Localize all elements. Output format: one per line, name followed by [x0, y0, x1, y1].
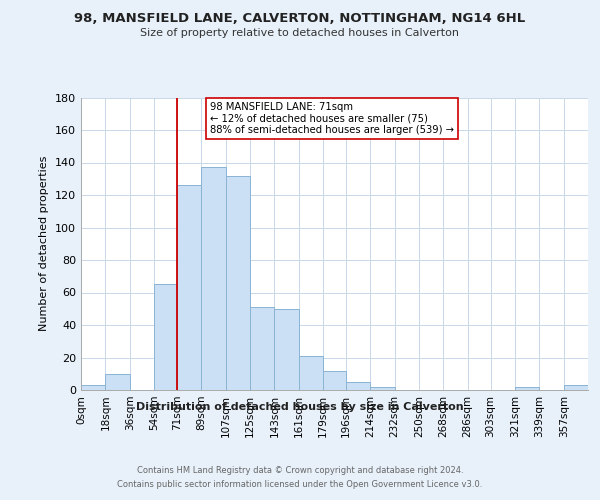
Text: Distribution of detached houses by size in Calverton: Distribution of detached houses by size … [136, 402, 464, 412]
Bar [202, 168, 226, 390]
Bar [274, 308, 299, 390]
Bar [177, 185, 202, 390]
Bar [81, 385, 106, 390]
Bar [154, 284, 177, 390]
Bar [299, 356, 323, 390]
Y-axis label: Number of detached properties: Number of detached properties [40, 156, 49, 332]
Bar [250, 307, 274, 390]
Bar [226, 176, 250, 390]
Text: Contains HM Land Registry data © Crown copyright and database right 2024.: Contains HM Land Registry data © Crown c… [137, 466, 463, 475]
Bar [106, 374, 130, 390]
Bar [323, 370, 346, 390]
Text: Contains public sector information licensed under the Open Government Licence v3: Contains public sector information licen… [118, 480, 482, 489]
Text: 98, MANSFIELD LANE, CALVERTON, NOTTINGHAM, NG14 6HL: 98, MANSFIELD LANE, CALVERTON, NOTTINGHA… [74, 12, 526, 26]
Bar [563, 385, 588, 390]
Bar [515, 387, 539, 390]
Text: 98 MANSFIELD LANE: 71sqm
← 12% of detached houses are smaller (75)
88% of semi-d: 98 MANSFIELD LANE: 71sqm ← 12% of detach… [210, 102, 454, 135]
Bar [370, 387, 395, 390]
Text: Size of property relative to detached houses in Calverton: Size of property relative to detached ho… [140, 28, 460, 38]
Bar [346, 382, 370, 390]
